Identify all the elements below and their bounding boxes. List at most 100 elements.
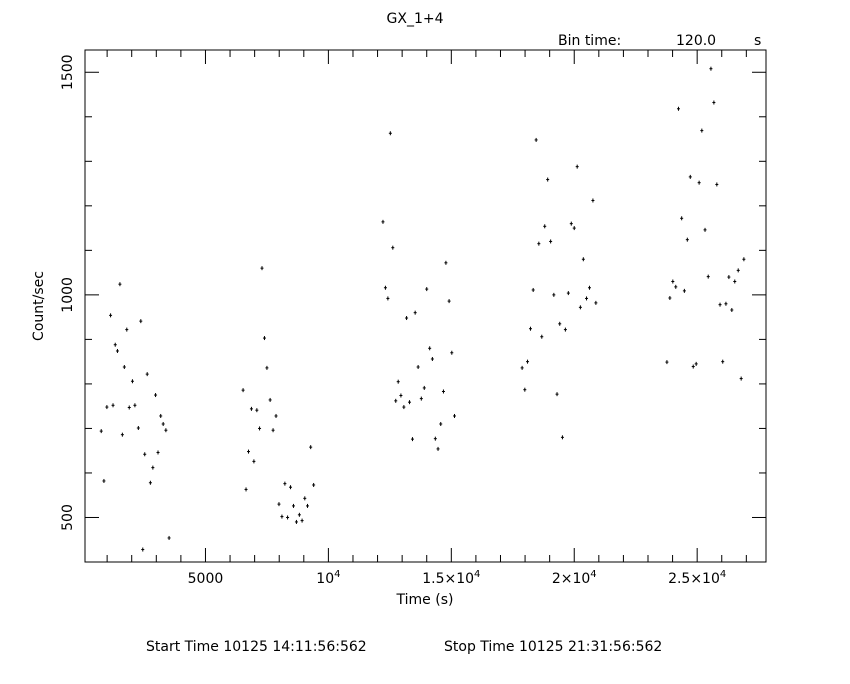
data-point — [587, 285, 591, 290]
data-points — [99, 66, 746, 552]
data-point — [388, 131, 392, 136]
data-point — [286, 515, 290, 520]
data-point — [133, 403, 137, 408]
data-point — [394, 398, 398, 403]
data-point — [566, 291, 570, 296]
data-point — [143, 452, 147, 457]
data-point — [694, 361, 698, 366]
data-point — [141, 547, 145, 552]
data-point — [727, 275, 731, 280]
data-point — [291, 503, 295, 508]
data-point — [159, 413, 163, 418]
data-point — [520, 365, 524, 370]
data-point — [578, 305, 582, 310]
data-point — [668, 295, 672, 300]
data-point — [697, 180, 701, 185]
bin-time-value: 120.0 — [676, 33, 716, 49]
data-point — [537, 241, 541, 246]
data-point — [555, 392, 559, 397]
data-point — [428, 346, 432, 351]
data-point — [118, 282, 122, 287]
data-point — [413, 310, 417, 315]
stop-time-footer: Stop Time 10125 21:31:56:562 — [444, 639, 662, 655]
data-point — [560, 435, 564, 440]
data-point — [718, 302, 722, 307]
data-point — [575, 164, 579, 169]
data-point — [558, 321, 562, 326]
data-point — [526, 359, 530, 364]
data-point — [682, 288, 686, 293]
data-point — [709, 66, 713, 71]
data-point — [534, 137, 538, 142]
data-point — [665, 360, 669, 365]
data-point — [543, 224, 547, 229]
data-point — [433, 436, 437, 441]
y-axis-label: Count/sec — [31, 271, 47, 341]
data-point — [130, 379, 134, 384]
data-point — [294, 519, 298, 524]
data-point — [268, 397, 272, 402]
data-point — [730, 308, 734, 313]
data-point — [528, 326, 532, 331]
data-point — [161, 421, 165, 426]
data-point — [546, 177, 550, 182]
data-point — [312, 482, 316, 487]
data-point — [563, 327, 567, 332]
data-point — [244, 487, 248, 492]
data-point — [148, 480, 152, 485]
data-point — [715, 182, 719, 187]
data-point — [115, 348, 119, 353]
data-point — [252, 459, 256, 464]
data-point — [154, 393, 158, 398]
data-point — [241, 388, 245, 393]
data-point — [569, 221, 573, 226]
bin-time-label: Bin time: — [558, 33, 621, 49]
data-point — [102, 478, 106, 483]
data-point — [262, 336, 266, 341]
x-tick-label: 2.5×104 — [668, 569, 726, 587]
data-point — [167, 535, 171, 540]
data-point — [441, 389, 445, 394]
y-tick-labels: 500 1000 1500 — [60, 54, 76, 530]
data-point — [422, 385, 426, 390]
data-point — [300, 518, 304, 523]
data-point — [145, 372, 149, 377]
data-point — [122, 364, 126, 369]
x-tick-label: 5000 — [188, 571, 224, 587]
data-point — [688, 174, 692, 179]
data-point — [703, 227, 707, 232]
data-point — [255, 408, 259, 413]
data-point — [691, 364, 695, 369]
data-point — [425, 287, 429, 292]
data-point — [396, 379, 400, 384]
data-point — [416, 364, 420, 369]
data-point — [721, 359, 725, 364]
data-point — [136, 425, 140, 430]
data-point — [531, 287, 535, 292]
data-point — [164, 428, 168, 433]
data-point — [419, 396, 423, 401]
data-point — [156, 450, 160, 455]
data-point — [277, 502, 281, 507]
data-point — [453, 413, 457, 418]
plot-frame — [84, 49, 767, 563]
data-point — [309, 445, 313, 450]
x-tick-label: 2×104 — [552, 569, 597, 587]
data-point — [540, 334, 544, 339]
data-point — [674, 284, 678, 289]
data-point — [733, 279, 737, 284]
data-point — [685, 237, 689, 242]
data-point — [109, 313, 113, 318]
data-point — [265, 365, 269, 370]
y-tick-label: 1500 — [60, 54, 76, 90]
data-point — [113, 342, 117, 347]
data-point — [680, 216, 684, 221]
data-point — [591, 198, 595, 203]
data-point — [552, 292, 556, 297]
data-point — [410, 437, 414, 442]
x-tick-labels: 5000 104 1.5×104 2×104 2.5×104 — [188, 569, 727, 587]
data-point — [125, 327, 129, 332]
data-point — [408, 400, 412, 405]
data-point — [381, 219, 385, 224]
